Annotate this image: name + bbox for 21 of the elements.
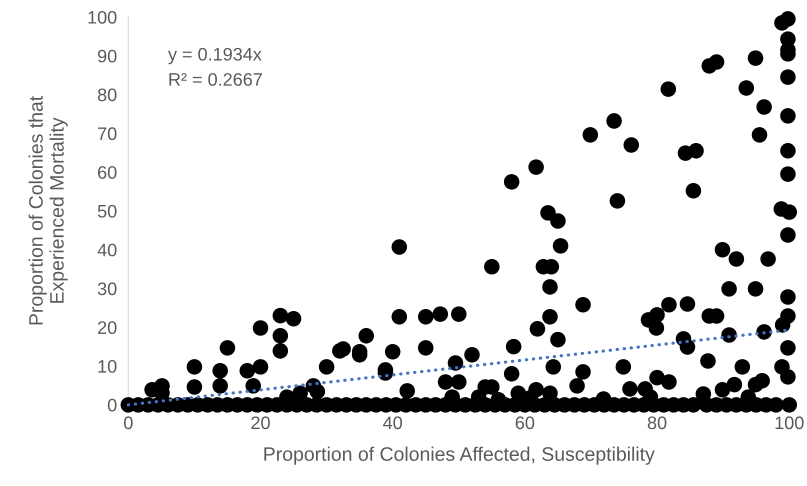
y-tick-label: 10 bbox=[98, 360, 116, 373]
x-axis-title: Proportion of Colonies Affected, Susceptibility bbox=[264, 446, 655, 465]
y-tick-label: 80 bbox=[98, 88, 116, 102]
y-axis-title: Proportion of Colonies that Experienced Mortality bbox=[28, 96, 68, 324]
annotation: R² = 0.2667 bbox=[169, 73, 262, 86]
x-tick-label: 20 bbox=[251, 416, 270, 430]
y-tick-label: 0 bbox=[108, 398, 116, 412]
y-tick-label: 100 bbox=[88, 10, 116, 24]
x-tick-label: 60 bbox=[516, 416, 534, 430]
x-tick-label: 100 bbox=[776, 416, 804, 430]
y-tick-label: 30 bbox=[98, 282, 116, 296]
x-tick-label: 0 bbox=[124, 416, 133, 430]
y-tick-label: 90 bbox=[98, 50, 116, 63]
annotation: y = 0.1934x bbox=[168, 48, 262, 64]
x-tick-label: 80 bbox=[648, 416, 666, 430]
y-tick-label: 50 bbox=[98, 204, 116, 218]
y-tick-label: 70 bbox=[98, 127, 116, 140]
y-tick-label: 60 bbox=[98, 166, 116, 179]
y-tick-label: 40 bbox=[98, 244, 116, 256]
y-tick-label: 20 bbox=[98, 321, 116, 334]
x-tick-label: 40 bbox=[383, 416, 402, 430]
